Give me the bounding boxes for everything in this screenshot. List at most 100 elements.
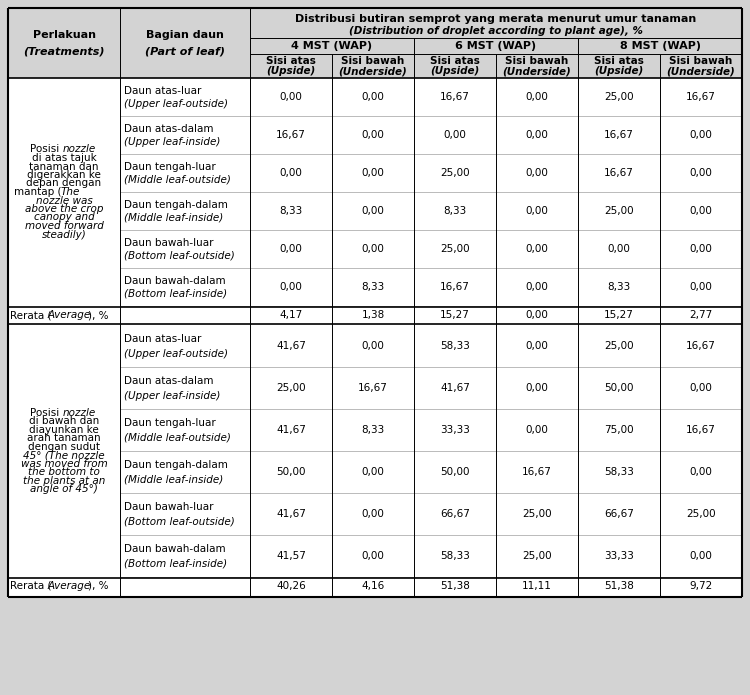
Text: Rerata (: Rerata ( [10, 581, 52, 591]
Text: Daun bawah-dalam: Daun bawah-dalam [124, 544, 226, 555]
Text: tanaman dan: tanaman dan [29, 161, 99, 172]
Text: Daun tengah-luar: Daun tengah-luar [124, 162, 216, 172]
Text: ), %: ), % [88, 581, 109, 591]
Text: (Treatments): (Treatments) [23, 47, 105, 56]
Text: Rerata (: Rerata ( [10, 310, 52, 320]
Text: 33,33: 33,33 [604, 551, 634, 561]
Text: 8,33: 8,33 [443, 206, 466, 216]
Text: Sisi bawah: Sisi bawah [506, 56, 568, 66]
Text: 33,33: 33,33 [440, 425, 470, 435]
Text: (Upper leaf-outside): (Upper leaf-outside) [124, 99, 228, 109]
Text: 15,27: 15,27 [440, 310, 470, 320]
Text: 16,67: 16,67 [440, 92, 470, 102]
Text: 25,00: 25,00 [440, 244, 470, 254]
Text: 0,00: 0,00 [280, 92, 302, 102]
Text: (Upside): (Upside) [266, 66, 316, 76]
Text: 16,67: 16,67 [604, 168, 634, 178]
Text: Distribusi butiran semprot yang merata menurut umur tanaman: Distribusi butiran semprot yang merata m… [296, 15, 697, 24]
Text: Posisi: Posisi [31, 408, 63, 418]
Text: 25,00: 25,00 [604, 341, 634, 351]
Text: 0,00: 0,00 [280, 168, 302, 178]
Text: 0,00: 0,00 [362, 168, 385, 178]
Text: 51,38: 51,38 [440, 581, 470, 591]
Text: Sisi bawah: Sisi bawah [341, 56, 405, 66]
Text: 50,00: 50,00 [604, 383, 634, 393]
Text: (Part of leaf): (Part of leaf) [145, 47, 225, 56]
Text: (Bottom leaf-outside): (Bottom leaf-outside) [124, 251, 235, 261]
Text: Posisi: Posisi [31, 145, 63, 154]
Text: 9,72: 9,72 [689, 581, 712, 591]
Text: 0,00: 0,00 [526, 206, 548, 216]
Text: (Middle leaf-outside): (Middle leaf-outside) [124, 432, 231, 443]
Text: Average: Average [48, 310, 92, 320]
Text: 25,00: 25,00 [440, 168, 470, 178]
Text: 0,00: 0,00 [362, 551, 385, 561]
Text: 0,00: 0,00 [280, 244, 302, 254]
Text: Average: Average [48, 581, 92, 591]
Text: (Middle leaf-outside): (Middle leaf-outside) [124, 175, 231, 185]
Text: 16,67: 16,67 [276, 130, 306, 140]
Text: moved forward: moved forward [25, 221, 104, 231]
Text: 0,00: 0,00 [526, 244, 548, 254]
Text: dengan sudut: dengan sudut [28, 442, 100, 452]
Text: 0,00: 0,00 [362, 467, 385, 477]
Text: Sisi atas: Sisi atas [266, 56, 316, 66]
Text: Perlakuan: Perlakuan [32, 30, 95, 40]
Text: 50,00: 50,00 [276, 467, 306, 477]
Text: (Upper leaf-outside): (Upper leaf-outside) [124, 349, 228, 359]
Text: 0,00: 0,00 [526, 425, 548, 435]
Text: 25,00: 25,00 [522, 551, 552, 561]
Text: 58,33: 58,33 [440, 341, 470, 351]
Text: 0,00: 0,00 [689, 467, 712, 477]
Text: 0,00: 0,00 [689, 168, 712, 178]
Text: Daun atas-luar: Daun atas-luar [124, 334, 201, 344]
Text: 58,33: 58,33 [604, 467, 634, 477]
Text: digerakkan ke: digerakkan ke [27, 170, 101, 180]
Text: 16,67: 16,67 [440, 282, 470, 292]
Text: 0,00: 0,00 [362, 244, 385, 254]
Text: 0,00: 0,00 [362, 206, 385, 216]
Text: 0,00: 0,00 [526, 310, 548, 320]
Text: 51,38: 51,38 [604, 581, 634, 591]
Text: 25,00: 25,00 [276, 383, 306, 393]
Text: 0,00: 0,00 [689, 130, 712, 140]
Text: Sisi bawah: Sisi bawah [669, 56, 733, 66]
Text: 41,67: 41,67 [276, 509, 306, 519]
Text: 16,67: 16,67 [604, 130, 634, 140]
Text: 15,27: 15,27 [604, 310, 634, 320]
Text: 16,67: 16,67 [358, 383, 388, 393]
Text: was moved from: was moved from [21, 459, 107, 468]
Text: 45° (The nozzle: 45° (The nozzle [23, 450, 105, 460]
Text: 0,00: 0,00 [362, 130, 385, 140]
Text: 16,67: 16,67 [686, 341, 716, 351]
Text: the plants at an: the plants at an [22, 476, 105, 486]
Text: 25,00: 25,00 [604, 92, 634, 102]
Text: 8,33: 8,33 [362, 282, 385, 292]
Text: The: The [61, 187, 80, 197]
Text: Daun atas-dalam: Daun atas-dalam [124, 376, 214, 386]
Text: 0,00: 0,00 [689, 383, 712, 393]
Text: 0,00: 0,00 [526, 92, 548, 102]
Text: 16,67: 16,67 [686, 92, 716, 102]
Text: (Bottom leaf-outside): (Bottom leaf-outside) [124, 516, 235, 527]
Text: 0,00: 0,00 [362, 92, 385, 102]
Text: 0,00: 0,00 [689, 244, 712, 254]
Text: 66,67: 66,67 [440, 509, 470, 519]
Text: 50,00: 50,00 [440, 467, 470, 477]
Text: 0,00: 0,00 [526, 383, 548, 393]
Text: (Middle leaf-inside): (Middle leaf-inside) [124, 475, 224, 484]
Text: (Upper leaf-inside): (Upper leaf-inside) [124, 137, 220, 147]
Text: (Upside): (Upside) [594, 66, 644, 76]
Text: 25,00: 25,00 [522, 509, 552, 519]
Text: above the crop: above the crop [25, 204, 104, 214]
Text: ), %: ), % [88, 310, 109, 320]
Text: 6 MST (WAP): 6 MST (WAP) [455, 41, 536, 51]
Text: 0,00: 0,00 [526, 282, 548, 292]
Text: 0,00: 0,00 [526, 130, 548, 140]
Text: 4,16: 4,16 [362, 581, 385, 591]
Text: 8,33: 8,33 [279, 206, 302, 216]
Text: nozzle: nozzle [63, 145, 96, 154]
Text: 25,00: 25,00 [686, 509, 716, 519]
Text: (Underside): (Underside) [339, 66, 407, 76]
Text: Bagian daun: Bagian daun [146, 30, 224, 40]
